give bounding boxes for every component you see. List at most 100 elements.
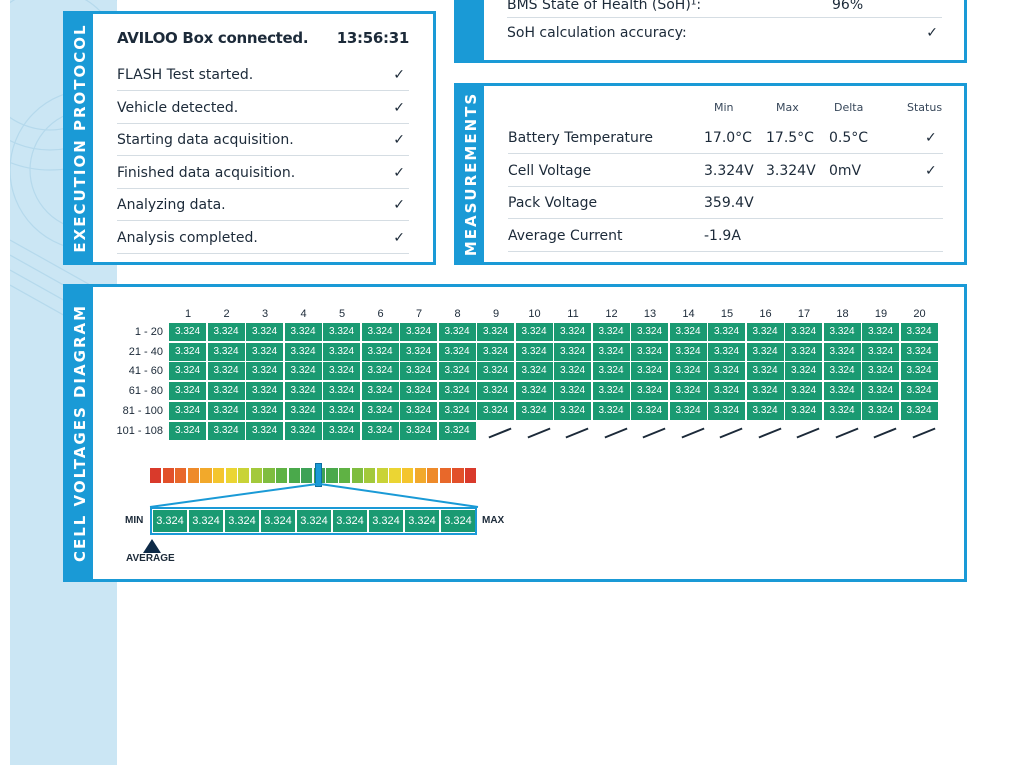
cell-voltage: 3.324 <box>477 401 514 420</box>
execution-protocol-list: AVILOO Box connected. 13:56:31 FLASH Tes… <box>117 14 409 254</box>
voltage-scale: 3.324 3.324 3.324 3.324 3.324 3.324 3.324 3.324… <box>66 287 964 579</box>
max-label: MAX <box>482 515 505 526</box>
cell-voltage: 3.324 <box>592 342 630 361</box>
cell-voltage: 3.324 <box>785 362 822 381</box>
cell-column-header: 5 <box>338 308 346 320</box>
cell-voltage: 3.324 <box>400 362 437 381</box>
measurement-delta-value: 0.5°C <box>829 130 869 146</box>
cell-voltage: 3.324 <box>669 342 707 361</box>
cell-column-header: 1 <box>184 308 192 320</box>
cell-voltage: 3.324 <box>592 401 630 420</box>
cell-voltages-panel: CELL VOLTAGES DIAGRAM 1 2 3 4 5 6 7 8 9 10 11 12 13 1… <box>63 284 967 582</box>
cell-voltage: 3.324 <box>284 323 322 341</box>
zoom-connector-line <box>319 483 479 508</box>
check-icon: ✓ <box>393 67 405 83</box>
cell-voltage: 3.324 <box>708 323 745 341</box>
cell-voltage: 3.324 <box>246 362 283 381</box>
cell-voltage: 3.324 <box>862 362 899 381</box>
cell-voltage: 3.324 <box>438 382 476 401</box>
cell-voltage: 3.324 <box>669 382 707 401</box>
measurement-min-value: 3.324V <box>704 162 754 179</box>
check-icon: ✓ <box>925 162 937 179</box>
scale-segment <box>351 468 363 483</box>
cell-voltage: 3.324 <box>323 421 360 440</box>
cell-voltage: 3.324 <box>785 342 822 361</box>
cell-column-header: 8 <box>454 308 461 320</box>
cell-voltage: 3.324 <box>862 382 899 401</box>
cell-voltage: 3.324 <box>669 401 707 420</box>
cell-voltage: 3.324 <box>169 421 206 440</box>
measurement-label: Battery Temperature <box>508 130 653 146</box>
measurement-row: Battery Temperature 17.0°C 17.5°C 0.5°C ✓ <box>508 122 943 154</box>
cell-column-header: 6 <box>377 308 384 320</box>
cell-voltage: 3.324 <box>477 342 514 361</box>
protocol-step-row: Analyzing data. ✓ <box>117 189 409 221</box>
bms-soh-row: BMS State of Health (SoH)¹: 96% <box>507 0 942 18</box>
zoom-cell-voltage: 3.324 <box>225 510 259 532</box>
scale-segment <box>439 468 451 483</box>
cell-voltage: 3.324 <box>900 401 938 420</box>
check-icon: ✓ <box>925 130 937 146</box>
cell-column-header: 11 <box>567 308 579 320</box>
connection-time: 13:56:31 <box>336 29 410 47</box>
scale-segment <box>301 468 313 483</box>
cell-column-header: 20 <box>913 308 926 320</box>
cell-voltage: 3.324 <box>323 323 360 341</box>
cell-voltage: 3.324 <box>361 362 399 381</box>
cell-voltage: 3.324 <box>207 421 245 440</box>
cell-voltage: 3.324 <box>169 323 206 341</box>
scale-segment <box>150 468 162 483</box>
cell-column-header: 17 <box>797 308 811 320</box>
scale-segment <box>376 468 388 483</box>
measurements-title: MEASUREMENTS <box>461 91 480 257</box>
protocol-step-row: Vehicle detected. ✓ <box>117 92 409 124</box>
measurement-label: Average Current <box>508 227 623 244</box>
cell-voltage: 3.324 <box>515 382 553 401</box>
min-header: Min <box>714 101 734 114</box>
measurement-label: Pack Voltage <box>508 195 598 211</box>
cell-voltage: 3.324 <box>823 401 861 420</box>
cell-voltage: 3.324 <box>400 382 437 401</box>
scale-segment <box>162 468 174 483</box>
cell-column-header: 18 <box>836 308 849 320</box>
average-position-marker <box>315 463 322 487</box>
cell-column-header: 4 <box>300 308 307 320</box>
execution-protocol-tab: EXECUTION PROTOCOL <box>66 14 93 262</box>
scale-segment <box>250 468 262 483</box>
cell-row-header: 21 - 40 <box>128 345 163 358</box>
cell-voltage: 3.324 <box>400 342 437 361</box>
scale-segment <box>364 468 376 483</box>
check-icon: ✓ <box>393 99 405 116</box>
cell-voltage: 3.324 <box>323 342 360 361</box>
cell-voltage: 3.324 <box>438 362 476 381</box>
cell-voltage: 3.324 <box>900 362 938 381</box>
cell-voltage: 3.324 <box>823 362 861 381</box>
soh-accuracy-row: SoH calculation accuracy: ✓ <box>507 17 942 48</box>
measurement-max-value: 17.5°C <box>766 130 814 146</box>
cell-voltage: 3.324 <box>284 342 322 361</box>
zoom-cell-voltage: 3.324 <box>297 510 331 532</box>
cell-row-header: 41 - 60 <box>128 365 163 378</box>
scale-segment <box>225 468 237 483</box>
measurements-tab: MEASUREMENTS <box>457 86 484 262</box>
cell-column-header: 9 <box>492 308 500 320</box>
cell-voltage: 3.324 <box>400 323 437 341</box>
cell-column-header: 19 <box>874 308 888 320</box>
measurement-max-value: 3.324V <box>766 162 816 179</box>
protocol-step-row: Starting data acquisition. ✓ <box>117 124 409 156</box>
average-label: AVERAGE <box>126 553 175 564</box>
protocol-step-row: FLASH Test started. ✓ <box>117 59 409 91</box>
cell-voltage: 3.324 <box>592 382 630 401</box>
cell-voltage: 3.324 <box>592 323 630 341</box>
zoom-connector-lines <box>149 483 479 508</box>
measurement-row: Average Current -1.9A <box>508 220 943 252</box>
zoom-cell-voltage: 3.324 <box>189 510 223 532</box>
cell-voltage: 3.324 <box>284 421 322 440</box>
cell-voltage: 3.324 <box>246 342 283 361</box>
cell-voltage: 3.324 <box>862 323 899 341</box>
cell-column-header: 15 <box>720 308 734 320</box>
scale-segment <box>452 468 464 483</box>
cell-row-header: 1 - 20 <box>134 326 163 338</box>
cell-voltage: 3.324 <box>862 401 899 420</box>
measurement-label: Cell Voltage <box>508 162 592 179</box>
